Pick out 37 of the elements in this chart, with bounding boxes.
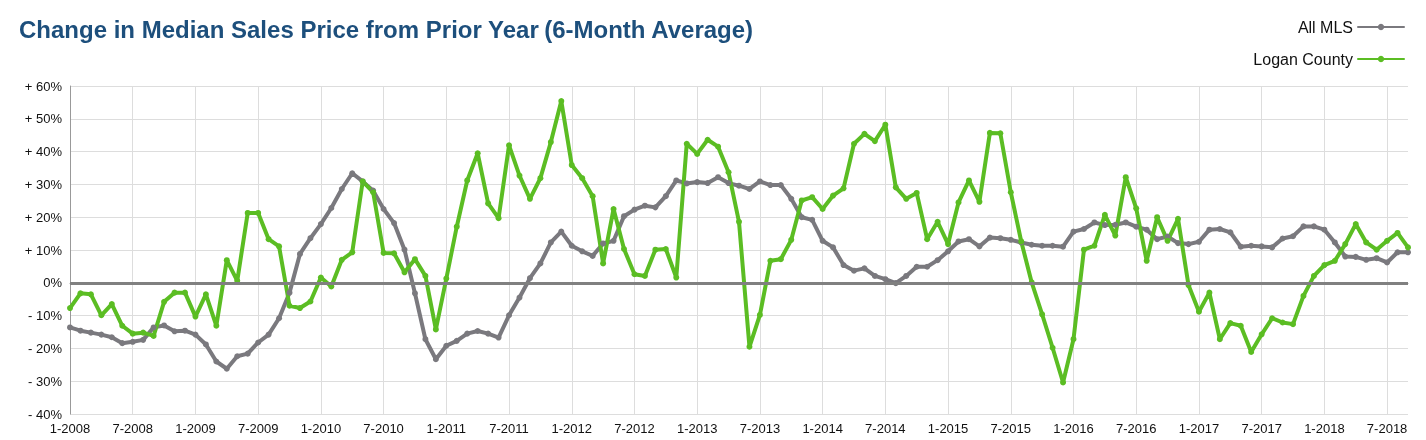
y-tick-label: + 50% [24, 111, 63, 127]
x-tick-label: 7-2016 [1115, 421, 1157, 436]
y-tick-label: + 10% [24, 242, 63, 258]
chart-title: Change in Median Sales Price from Prior Year [19, 15, 539, 43]
x-tick-label: 1-2009 [175, 421, 216, 436]
x-tick-label: 7-2010 [363, 421, 404, 436]
y-tick-label: - 20% [28, 340, 63, 356]
x-tick-label: 1-2018 [1304, 421, 1345, 436]
y-tick-label: - 30% [28, 373, 63, 389]
y-tick-label: 0% [43, 275, 63, 291]
x-tick-label: 1-2017 [1178, 421, 1220, 436]
x-tick-label: 7-2012 [614, 421, 655, 436]
x-tick-label: 1-2011 [426, 421, 467, 436]
x-tick-label: 1-2016 [1053, 421, 1094, 436]
x-tick-label: 1-2015 [927, 421, 969, 436]
legend-label: Logan County [1253, 50, 1353, 68]
x-tick-label: 7-2018 [1366, 421, 1408, 436]
y-tick-label: + 20% [24, 209, 63, 225]
legend-label: All MLS [1297, 18, 1353, 36]
x-tick-label: 7-2014 [865, 421, 906, 436]
x-tick-label: 1-2008 [49, 421, 91, 436]
x-tick-label: 1-2010 [300, 421, 342, 436]
y-tick-label: - 40% [28, 406, 63, 422]
x-tick-label: 1-2013 [676, 421, 718, 436]
chart-subtitle: (6-Month Average) [544, 15, 754, 43]
x-tick-label: 1-2012 [551, 421, 592, 436]
y-tick-label: - 10% [28, 308, 63, 324]
x-tick-label: 1-2014 [802, 421, 843, 436]
y-tick-label: + 60% [24, 78, 63, 94]
x-tick-label: 7-2011 [489, 421, 529, 436]
x-tick-label: 7-2009 [237, 421, 279, 436]
x-tick-label: 7-2015 [990, 421, 1032, 436]
x-tick-label: 7-2013 [739, 421, 781, 436]
y-tick-label: + 30% [24, 176, 63, 192]
x-tick-label: 7-2008 [112, 421, 153, 436]
x-tick-label: 7-2017 [1241, 421, 1282, 436]
y-tick-label: + 40% [24, 144, 63, 160]
